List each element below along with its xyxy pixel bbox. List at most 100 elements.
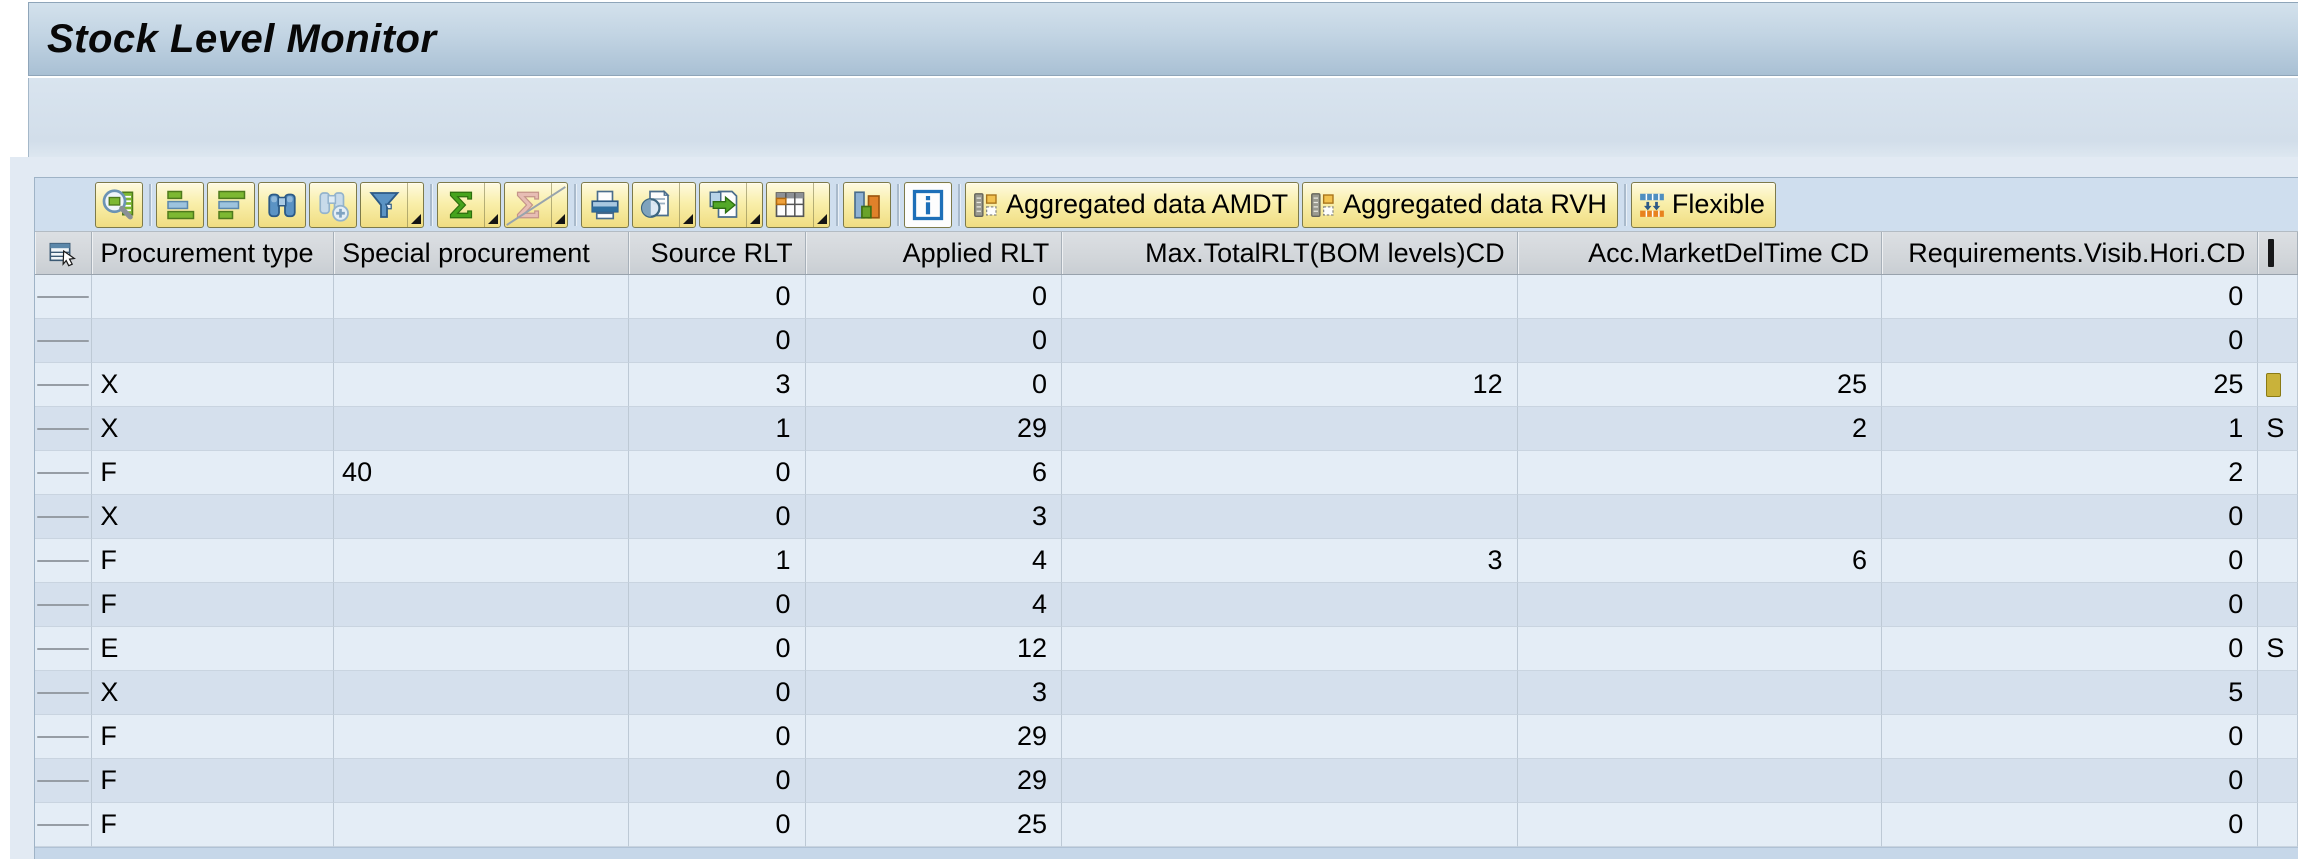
table-cell[interactable]: F bbox=[92, 803, 335, 847]
table-cell[interactable] bbox=[1062, 495, 1518, 539]
table-cell[interactable] bbox=[334, 759, 630, 803]
truncated-cell[interactable] bbox=[2258, 759, 2298, 803]
table-cell[interactable]: E bbox=[92, 627, 335, 671]
table-cell[interactable] bbox=[1517, 451, 1882, 495]
table-cell[interactable] bbox=[334, 275, 630, 319]
aggregated-data-rvh-button[interactable]: Aggregated data RVH bbox=[1302, 181, 1618, 228]
table-cell[interactable]: 3 bbox=[805, 495, 1063, 539]
table-cell[interactable] bbox=[334, 495, 630, 539]
truncated-cell[interactable] bbox=[2258, 583, 2298, 627]
table-cell[interactable] bbox=[1062, 627, 1518, 671]
table-cell[interactable] bbox=[1517, 275, 1882, 319]
column-header-special-procurement[interactable]: Special procurement bbox=[334, 232, 630, 274]
table-cell[interactable] bbox=[1517, 627, 1882, 671]
table-cell[interactable]: 0 bbox=[1882, 583, 2259, 627]
table-cell[interactable]: 5 bbox=[1882, 671, 2259, 715]
table-cell[interactable]: 3 bbox=[805, 671, 1063, 715]
row-selector-button[interactable] bbox=[37, 515, 90, 518]
table-cell[interactable]: 0 bbox=[629, 803, 806, 847]
table-cell[interactable]: 2 bbox=[1882, 451, 2259, 495]
row-selector-button[interactable] bbox=[37, 427, 90, 430]
column-header-source-rlt[interactable]: Source RLT bbox=[629, 232, 806, 274]
table-cell[interactable]: 0 bbox=[1882, 539, 2259, 583]
table-cell[interactable]: F bbox=[92, 715, 335, 759]
table-cell[interactable] bbox=[334, 319, 630, 363]
table-cell[interactable] bbox=[334, 583, 630, 627]
row-selector-button[interactable] bbox=[37, 735, 90, 738]
table-cell[interactable]: 6 bbox=[1517, 539, 1882, 583]
column-header-procurement-type[interactable]: Procurement type bbox=[92, 232, 335, 274]
table-cell[interactable]: 25 bbox=[805, 803, 1063, 847]
table-cell[interactable]: 0 bbox=[1882, 275, 2259, 319]
truncated-cell[interactable] bbox=[2258, 275, 2298, 319]
table-cell[interactable] bbox=[334, 671, 630, 715]
table-cell[interactable]: 40 bbox=[334, 451, 630, 495]
table-cell[interactable] bbox=[1062, 275, 1518, 319]
table-cell[interactable] bbox=[1517, 803, 1882, 847]
table-cell[interactable] bbox=[1062, 759, 1518, 803]
table-cell[interactable]: 0 bbox=[629, 319, 806, 363]
table-cell[interactable]: 4 bbox=[805, 539, 1063, 583]
row-selector-button[interactable] bbox=[37, 603, 90, 606]
table-cell[interactable]: 1 bbox=[629, 407, 806, 451]
row-selector-button[interactable] bbox=[37, 295, 90, 298]
export-dropdown-arrow-icon[interactable] bbox=[746, 182, 762, 227]
row-selector-button[interactable] bbox=[37, 339, 90, 342]
truncated-cell[interactable] bbox=[2258, 715, 2298, 759]
column-header-requirements-visib-hori-cd[interactable]: Requirements.Visib.Hori.CD bbox=[1882, 232, 2259, 274]
column-header-acc-marketdeltime-cd[interactable]: Acc.MarketDelTime CD bbox=[1518, 232, 1883, 274]
table-cell[interactable]: 0 bbox=[629, 715, 806, 759]
table-cell[interactable] bbox=[1517, 715, 1882, 759]
truncated-cell[interactable] bbox=[2258, 451, 2298, 495]
filter-dropdown-arrow-icon[interactable] bbox=[407, 182, 423, 227]
row-selector-button[interactable] bbox=[37, 779, 90, 782]
truncated-cell[interactable] bbox=[2258, 495, 2298, 539]
table-cell[interactable]: 29 bbox=[805, 715, 1063, 759]
table-cell[interactable]: 6 bbox=[805, 451, 1063, 495]
table-cell[interactable]: 29 bbox=[805, 759, 1063, 803]
row-selector-button[interactable] bbox=[37, 383, 90, 386]
table-cell[interactable] bbox=[334, 627, 630, 671]
table-cell[interactable] bbox=[334, 539, 630, 583]
sort-ascending-button[interactable] bbox=[156, 181, 204, 228]
table-cell[interactable]: 3 bbox=[629, 363, 806, 407]
table-cell[interactable] bbox=[334, 803, 630, 847]
find-button[interactable] bbox=[258, 181, 306, 228]
table-cell[interactable]: F bbox=[92, 759, 335, 803]
table-cell[interactable]: 0 bbox=[1882, 495, 2259, 539]
table-cell[interactable]: 0 bbox=[629, 451, 806, 495]
table-cell[interactable] bbox=[1062, 671, 1518, 715]
select-all-button[interactable] bbox=[35, 232, 93, 274]
table-cell[interactable]: 0 bbox=[805, 319, 1063, 363]
table-cell[interactable]: X bbox=[92, 671, 335, 715]
table-cell[interactable]: 1 bbox=[1882, 407, 2259, 451]
sort-descending-button[interactable] bbox=[207, 181, 255, 228]
info-button[interactable] bbox=[904, 181, 952, 228]
row-selector-button[interactable] bbox=[37, 691, 90, 694]
table-cell[interactable]: 0 bbox=[1882, 715, 2259, 759]
choose-layout-dropdown-arrow-icon[interactable] bbox=[813, 182, 829, 227]
column-header-applied-rlt[interactable]: Applied RLT bbox=[806, 232, 1063, 274]
table-cell[interactable]: 25 bbox=[1882, 363, 2259, 407]
row-selector-button[interactable] bbox=[37, 471, 90, 474]
table-cell[interactable]: 0 bbox=[629, 759, 806, 803]
table-cell[interactable]: 0 bbox=[629, 627, 806, 671]
table-cell[interactable]: 0 bbox=[629, 583, 806, 627]
table-cell[interactable] bbox=[1062, 803, 1518, 847]
graphic-button[interactable] bbox=[843, 181, 891, 228]
table-cell[interactable]: 0 bbox=[805, 363, 1063, 407]
row-selector-button[interactable] bbox=[37, 647, 90, 650]
truncated-cell[interactable]: S bbox=[2258, 407, 2298, 451]
table-cell[interactable]: 0 bbox=[1882, 759, 2259, 803]
table-cell[interactable]: 12 bbox=[805, 627, 1063, 671]
table-cell[interactable]: 0 bbox=[805, 275, 1063, 319]
row-selector-button[interactable] bbox=[37, 823, 90, 826]
table-cell[interactable] bbox=[1062, 319, 1518, 363]
sum-button[interactable] bbox=[437, 181, 501, 228]
table-cell[interactable]: 0 bbox=[629, 495, 806, 539]
table-cell[interactable]: X bbox=[92, 407, 335, 451]
table-cell[interactable]: 25 bbox=[1517, 363, 1883, 407]
table-cell[interactable]: 1 bbox=[629, 539, 806, 583]
table-cell[interactable] bbox=[1062, 407, 1518, 451]
truncated-cell[interactable] bbox=[2258, 319, 2298, 363]
